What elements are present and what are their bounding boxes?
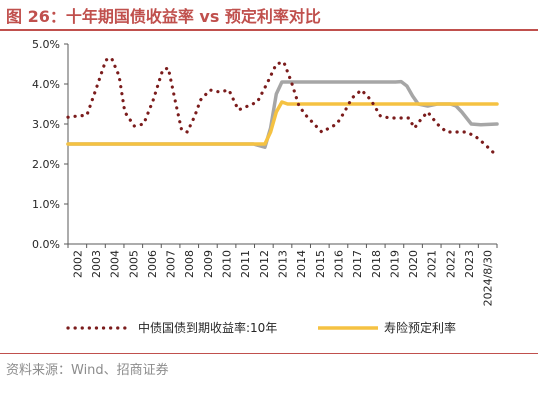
x-tick-label: 2002 (71, 250, 84, 278)
x-tick-label: 2015 (314, 250, 327, 278)
legend: 中债国债到期收益率:10年 寿险预定利率 (66, 320, 456, 335)
series-bond-yield-line (66, 56, 499, 158)
y-tick-label: 1.0% (32, 198, 60, 211)
x-tick-label: 2003 (90, 250, 103, 278)
x-tick-label: 2020 (407, 250, 420, 278)
header: 图 26：十年期国债收益率 vs 预定利率对比 (0, 0, 538, 31)
x-tick-label: 2014 (295, 250, 308, 278)
x-tick-label: 2024/8/30 (482, 250, 495, 306)
line-chart: 0.0% 1.0% 2.0% 3.0% 4.0% 5.0% 2002 2003 2004 2005… (32, 38, 499, 335)
x-tick-label: 2008 (183, 250, 196, 278)
figure-title: 图 26：十年期国债收益率 vs 预定利率对比 (6, 7, 321, 26)
x-tick-label: 2011 (239, 250, 252, 278)
y-tick-label: 3.0% (32, 118, 60, 131)
y-tick-label: 5.0% (32, 38, 60, 51)
x-tick-label: 2007 (165, 250, 178, 278)
x-tick-label: 2012 (258, 250, 271, 278)
series-lines (66, 56, 499, 158)
x-tick-label: 2018 (370, 250, 383, 278)
footer-rule (0, 353, 538, 354)
x-tick-label: 2016 (332, 250, 345, 278)
x-tick-label: 2013 (277, 250, 290, 278)
x-tick-label: 2005 (127, 250, 140, 278)
axes: 0.0% 1.0% 2.0% 3.0% 4.0% 5.0% 2002 2003 2004 2005… (32, 38, 498, 306)
y-tick-label: 0.0% (32, 238, 60, 251)
x-tick-label: 2017 (351, 250, 364, 278)
y-tick-label: 4.0% (32, 78, 60, 91)
y-tick-label: 2.0% (32, 158, 60, 171)
title-rule (0, 29, 538, 31)
x-tick-label: 2023 (463, 250, 476, 278)
x-tick-label: 2019 (388, 250, 401, 278)
x-tick-label: 2009 (202, 250, 215, 278)
x-tick-label: 2021 (426, 250, 439, 278)
series-preset-rate-line (66, 100, 499, 146)
x-tick-label: 2022 (444, 250, 457, 278)
x-tick-label: 2004 (109, 250, 122, 278)
source-note: 资料来源：Wind、招商证券 (6, 363, 169, 378)
series-third-line (66, 79, 499, 149)
legend-label-bond: 中债国债到期收益率:10年 (138, 320, 277, 335)
x-tick-label: 2010 (221, 250, 234, 278)
x-tick-label: 2006 (146, 250, 159, 278)
legend-label-rate: 寿险预定利率 (384, 320, 456, 335)
